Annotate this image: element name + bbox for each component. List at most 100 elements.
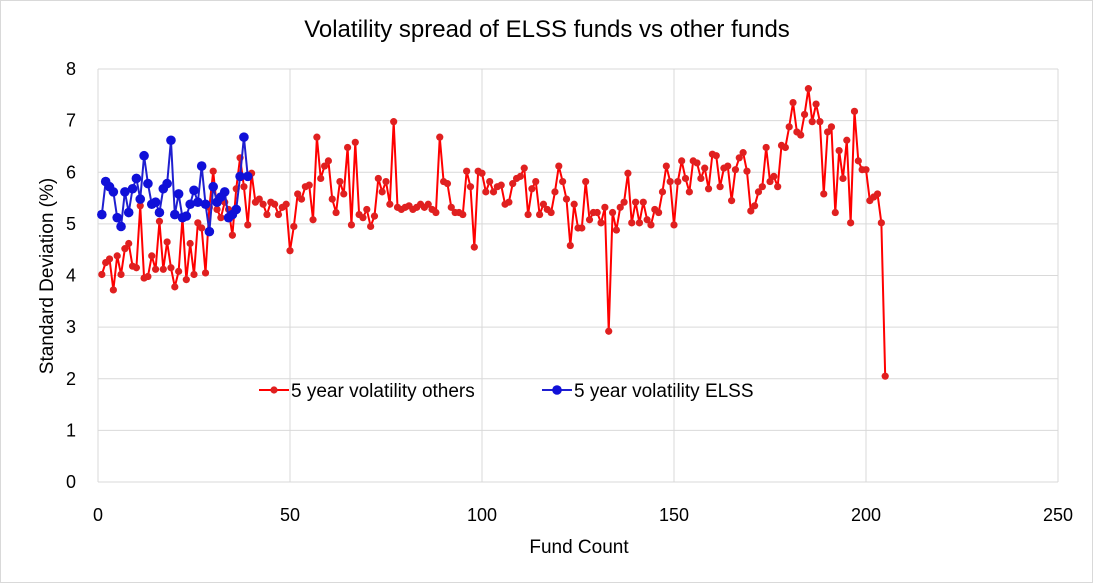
data-point [125, 239, 133, 248]
data-point [808, 118, 816, 126]
data-point [340, 190, 348, 198]
series-line [100, 87, 887, 377]
data-point [378, 188, 386, 196]
data-point [290, 222, 298, 231]
data-point [113, 252, 121, 260]
data-point [228, 231, 236, 239]
data-point [98, 270, 106, 279]
data-point [528, 185, 536, 193]
data-point [112, 212, 122, 223]
data-point [173, 189, 184, 199]
data-point [758, 183, 766, 191]
x-tick-label: 200 [851, 505, 881, 525]
data-point [831, 208, 839, 217]
data-point [478, 169, 486, 177]
data-point [447, 203, 455, 211]
data-point [182, 276, 190, 284]
data-point [877, 219, 885, 227]
data-point [862, 166, 870, 174]
data-point [643, 216, 651, 224]
data-point [436, 133, 444, 141]
data-point [551, 188, 559, 196]
data-point [616, 203, 624, 211]
data-point [785, 123, 793, 131]
data-point [186, 239, 194, 248]
data-point [313, 133, 321, 141]
data-point [382, 177, 390, 186]
data-point [175, 267, 183, 275]
data-point [470, 243, 478, 251]
data-point [148, 252, 156, 260]
data-point [282, 200, 290, 208]
data-point [747, 207, 755, 215]
data-point [152, 265, 160, 273]
data-point [597, 219, 605, 227]
data-point [108, 187, 119, 197]
x-axis-label: Fund Count [529, 537, 629, 558]
data-point [189, 185, 199, 196]
data-point [731, 166, 740, 174]
data-point [239, 132, 249, 142]
data-point [873, 190, 882, 198]
data-point [219, 187, 230, 197]
data-point [762, 143, 770, 152]
data-point [135, 194, 146, 204]
data-point [231, 204, 242, 215]
data-point [582, 177, 590, 186]
data-point [466, 183, 475, 191]
data-point [624, 169, 632, 177]
data-point [804, 85, 813, 93]
y-tick-label: 3 [66, 317, 76, 337]
chart-title: Volatility spread of ELSS funds vs other… [304, 16, 790, 43]
data-point [854, 157, 862, 165]
data-point [154, 207, 165, 218]
data-point [204, 226, 215, 237]
data-point [390, 118, 398, 126]
data-point [213, 205, 221, 214]
data-point [117, 270, 125, 279]
y-axis-label: Standard Deviation (%) [37, 178, 58, 374]
data-point [670, 221, 678, 229]
data-point [139, 150, 149, 161]
y-tick-label: 4 [66, 266, 76, 286]
data-point [601, 203, 609, 211]
data-point [196, 161, 207, 171]
data-point [150, 197, 161, 207]
data-point [608, 208, 617, 217]
data-point [678, 157, 686, 165]
data-point [658, 188, 667, 196]
data-point [605, 327, 613, 335]
data-point [200, 199, 211, 210]
data-point [566, 241, 574, 250]
series-elss [97, 132, 253, 237]
data-point [843, 136, 851, 144]
data-point [697, 174, 705, 183]
data-point [286, 247, 294, 255]
data-point [482, 188, 490, 196]
data-point [432, 208, 440, 217]
data-point [105, 255, 114, 263]
data-point [701, 164, 709, 172]
data-point [674, 177, 682, 186]
data-point [367, 222, 375, 231]
data-point [155, 217, 164, 225]
data-point [359, 214, 367, 222]
data-point [255, 195, 263, 203]
x-tick-label: 100 [467, 505, 497, 525]
data-point [881, 372, 889, 380]
y-tick-label: 2 [66, 369, 76, 389]
data-point [751, 202, 759, 210]
data-point [163, 238, 171, 246]
data-point [612, 226, 621, 234]
data-point [167, 264, 175, 272]
y-axis-ticks: 0 1 2 3 4 5 6 7 8 [66, 59, 76, 492]
data-point [297, 195, 306, 203]
data-point [497, 181, 505, 189]
data-point [639, 198, 647, 206]
data-point [136, 202, 144, 210]
data-point [116, 221, 126, 232]
x-tick-label: 150 [659, 505, 689, 525]
data-point [797, 131, 805, 139]
